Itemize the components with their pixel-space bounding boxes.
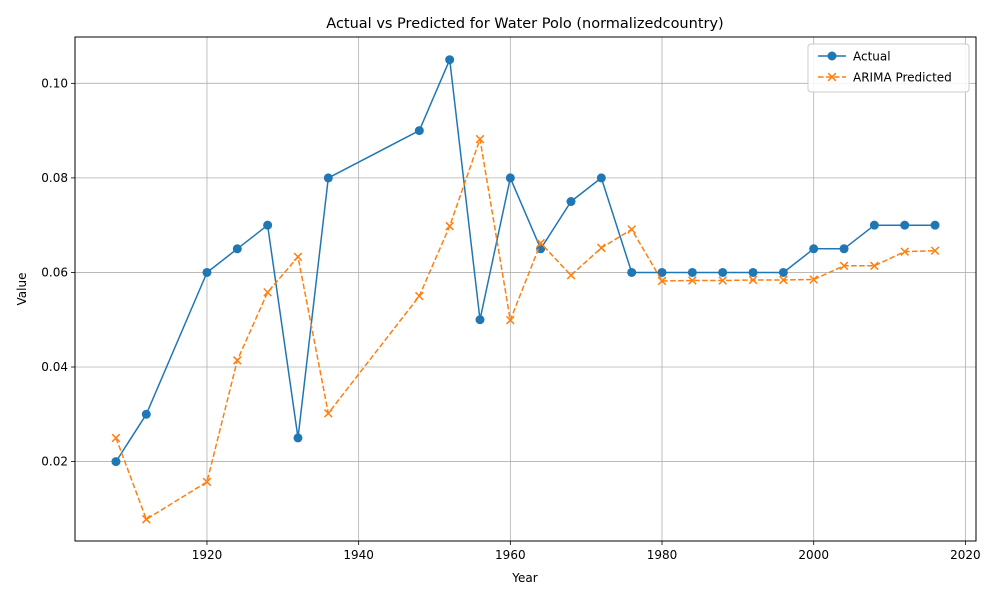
data-point-predicted [900, 247, 910, 256]
series-line-predicted [115, 138, 936, 521]
y-tick-label: 0.04 [41, 360, 68, 374]
data-point-predicted [506, 315, 515, 325]
data-point-actual [505, 173, 515, 183]
data-point-predicted [445, 221, 454, 231]
data-point-actual [596, 173, 606, 183]
data-point-predicted [657, 276, 667, 286]
x-tick-label: 1920 [192, 548, 223, 562]
data-point-actual [323, 173, 333, 183]
data-point-actual [445, 55, 455, 65]
y-tick-label: 0.08 [41, 171, 68, 185]
series-line-actual [115, 58, 935, 463]
data-point-predicted [263, 287, 272, 297]
data-point-actual [657, 267, 667, 277]
data-point-actual [475, 315, 485, 325]
series-layer [111, 55, 940, 524]
data-point-actual [232, 244, 242, 254]
data-point-actual [536, 244, 546, 254]
legend: Actual ARIMA Predicted [807, 43, 970, 93]
data-point-predicted [930, 246, 940, 256]
data-point-actual [718, 267, 728, 277]
data-point-actual [930, 220, 940, 230]
data-point-actual [414, 126, 424, 136]
data-point-predicted [293, 252, 303, 262]
data-point-actual [566, 197, 576, 207]
data-point-actual [900, 220, 910, 230]
data-point-actual [293, 433, 303, 443]
data-point-actual [627, 267, 637, 277]
legend-box [807, 43, 970, 93]
data-point-predicted [202, 477, 212, 487]
data-point-actual [809, 244, 819, 254]
y-tick-label: 0.02 [41, 455, 68, 469]
legend-label-predicted: ARIMA Predicted [853, 71, 952, 85]
data-point-predicted [475, 134, 485, 144]
legend-marker-actual [827, 51, 837, 61]
data-point-predicted [627, 225, 637, 234]
x-tick-label: 2000 [798, 548, 829, 562]
x-tick-label: 1940 [343, 548, 374, 562]
data-point-actual [869, 220, 879, 230]
x-tick-label: 1960 [495, 548, 526, 562]
data-point-actual [687, 267, 697, 277]
x-tick-label: 2020 [950, 548, 981, 562]
data-point-predicted [839, 261, 849, 271]
data-point-predicted [111, 433, 121, 443]
y-axis-ticks: 0.02 0.04 0.06 0.08 0.10 [41, 76, 75, 469]
data-point-predicted [323, 409, 333, 418]
x-axis-label: Year [511, 571, 537, 585]
data-point-predicted [414, 291, 424, 301]
data-point-predicted [718, 276, 728, 285]
x-tick-label: 1980 [647, 548, 678, 562]
y-tick-label: 0.10 [41, 76, 68, 90]
y-tick-label: 0.06 [41, 265, 68, 279]
legend-marker-predicted [827, 72, 837, 82]
data-point-predicted [232, 356, 242, 365]
data-point-predicted [597, 243, 606, 253]
data-point-predicted [536, 238, 545, 248]
plot-frame [74, 36, 977, 542]
data-point-actual [778, 267, 788, 277]
data-point-actual [141, 409, 151, 419]
data-point-actual [202, 267, 212, 277]
data-point-predicted [141, 514, 151, 524]
data-point-actual [748, 267, 758, 277]
data-point-predicted [566, 270, 576, 280]
data-point-actual [263, 220, 273, 230]
legend-label-actual: Actual [853, 50, 891, 64]
grid [75, 37, 976, 541]
x-axis-ticks: 1920 1940 1960 1980 2000 2020 [192, 541, 981, 562]
chart-title: Actual vs Predicted for Water Polo (norm… [326, 16, 723, 32]
data-point-actual [111, 457, 121, 467]
data-point-predicted [688, 276, 697, 285]
data-point-predicted [748, 275, 758, 285]
data-point-predicted [809, 275, 819, 284]
data-point-predicted [870, 261, 879, 271]
y-axis-label: Value [15, 273, 29, 306]
data-point-actual [839, 244, 849, 254]
data-point-predicted [779, 275, 788, 285]
